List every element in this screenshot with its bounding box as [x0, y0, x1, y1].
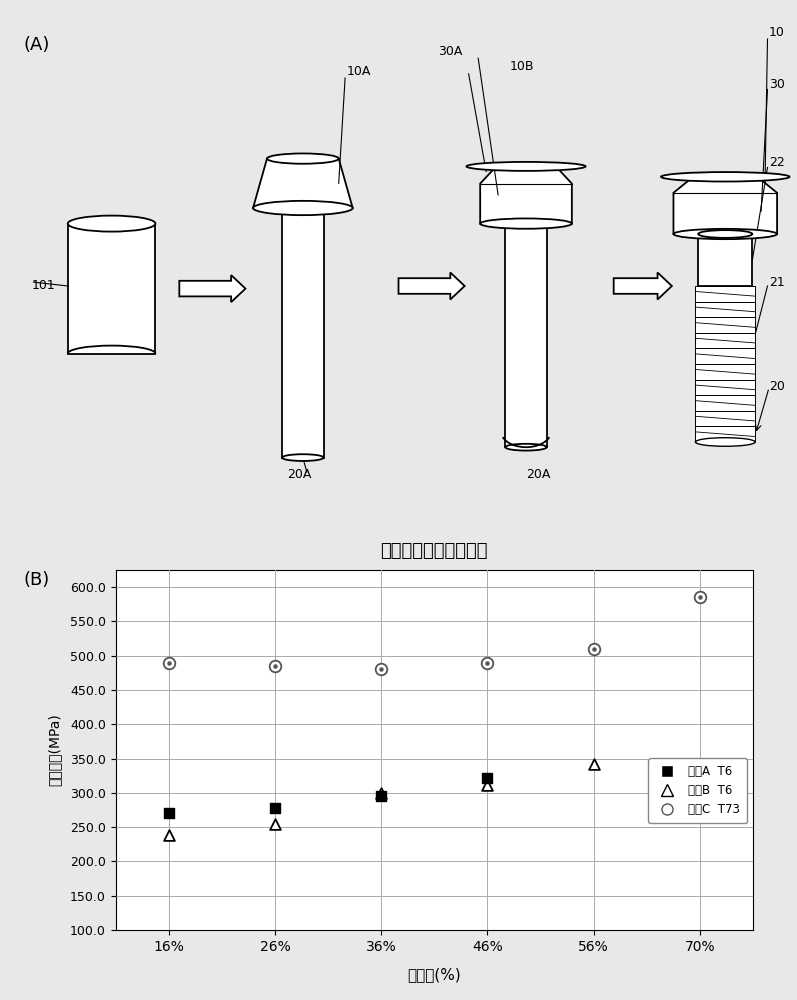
- Point: [163, 827, 175, 843]
- Bar: [695, 348, 756, 364]
- Point: [587, 756, 600, 772]
- Point: [481, 770, 494, 786]
- Polygon shape: [673, 177, 777, 234]
- Ellipse shape: [695, 438, 756, 446]
- Ellipse shape: [68, 216, 155, 232]
- Bar: [68, 224, 155, 354]
- Point: [269, 800, 281, 816]
- Bar: [698, 234, 752, 286]
- Bar: [695, 317, 756, 333]
- Ellipse shape: [267, 153, 339, 164]
- Text: 21: 21: [769, 276, 785, 289]
- Point: [375, 661, 387, 677]
- Bar: [695, 380, 756, 395]
- Point: [375, 788, 387, 804]
- Bar: [695, 286, 756, 302]
- Text: 10: 10: [769, 26, 785, 39]
- Ellipse shape: [253, 201, 352, 215]
- Point: [481, 655, 494, 671]
- FancyArrow shape: [614, 272, 672, 300]
- Ellipse shape: [505, 444, 547, 451]
- Text: 30: 30: [769, 78, 785, 91]
- Point: [269, 816, 281, 832]
- Text: 20A: 20A: [526, 468, 551, 481]
- Text: 101: 101: [32, 279, 56, 292]
- FancyArrow shape: [398, 272, 465, 300]
- Legend: 样品A  T6, 样品B  T6, 样品C  T73: 样品A T6, 样品B T6, 样品C T73: [648, 758, 748, 823]
- Bar: [505, 224, 547, 447]
- Point: [587, 641, 600, 657]
- Text: 20A: 20A: [287, 468, 312, 481]
- Bar: [695, 411, 756, 426]
- Ellipse shape: [673, 229, 777, 239]
- Bar: [695, 364, 756, 380]
- Ellipse shape: [480, 218, 571, 229]
- Point: [375, 661, 387, 677]
- Text: 20: 20: [769, 380, 785, 393]
- FancyArrow shape: [179, 275, 245, 302]
- Point: [481, 655, 494, 671]
- Ellipse shape: [466, 162, 586, 171]
- Text: 10A: 10A: [347, 65, 371, 78]
- Point: [481, 777, 494, 793]
- Ellipse shape: [661, 172, 790, 182]
- Point: [269, 658, 281, 674]
- Point: [163, 805, 175, 821]
- Point: [693, 589, 706, 605]
- Text: 30A: 30A: [438, 45, 463, 58]
- Ellipse shape: [698, 230, 752, 238]
- X-axis label: 挤压率(%): 挤压率(%): [407, 968, 461, 983]
- Text: 10B: 10B: [510, 60, 535, 73]
- Point: [269, 658, 281, 674]
- Text: (B): (B): [24, 571, 50, 589]
- Polygon shape: [480, 166, 571, 224]
- Bar: [282, 208, 324, 458]
- Ellipse shape: [282, 454, 324, 461]
- Point: [163, 655, 175, 671]
- Polygon shape: [253, 159, 352, 208]
- Text: 22: 22: [769, 156, 785, 169]
- Bar: [695, 395, 756, 411]
- Title: 轴挤压率与强度的关系: 轴挤压率与强度的关系: [381, 542, 488, 560]
- Bar: [695, 333, 756, 348]
- Point: [693, 589, 706, 605]
- Point: [587, 641, 600, 657]
- Y-axis label: 拉伸强度(MPa): 拉伸强度(MPa): [48, 714, 61, 786]
- Bar: [695, 426, 756, 442]
- Text: (A): (A): [24, 36, 50, 54]
- Point: [163, 655, 175, 671]
- Point: [375, 785, 387, 801]
- Bar: [695, 302, 756, 317]
